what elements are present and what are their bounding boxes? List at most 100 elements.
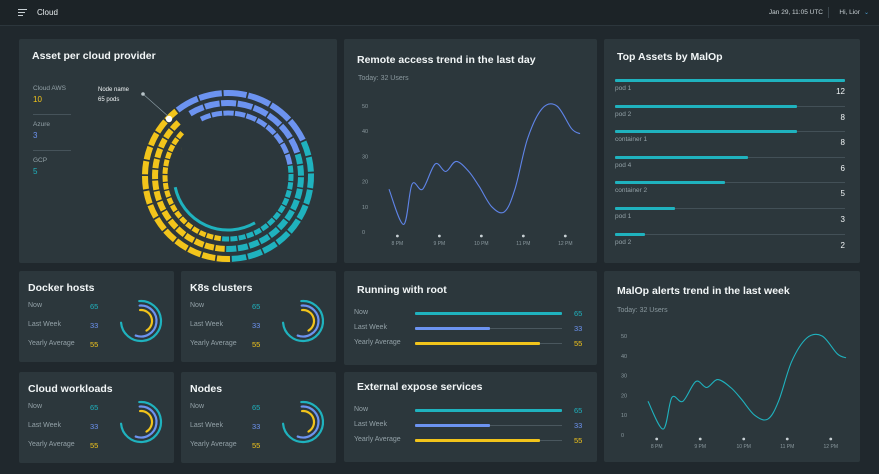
donut-segment-teal[interactable] [297,165,304,176]
donut-segment-teal[interactable] [281,197,290,207]
donut-segment-blue[interactable] [188,104,205,117]
donut-segment-yellow[interactable] [169,204,178,213]
donut-segment-blue[interactable] [211,110,223,118]
donut-segment-blue[interactable] [252,104,269,117]
donut-segment-teal[interactable] [305,156,314,172]
donut-hover-marker[interactable] [165,115,173,123]
donut-segment-yellow[interactable] [148,131,160,147]
donut-segment-teal[interactable] [277,204,286,214]
row-bar[interactable] [415,424,490,427]
donut-segment-blue[interactable] [256,117,268,128]
donut-segment-yellow[interactable] [154,217,167,232]
donut-segment-yellow[interactable] [143,190,153,205]
donut-segment-yellow[interactable] [167,218,179,230]
donut-segment-blue[interactable] [288,137,301,154]
donut-segment-yellow[interactable] [214,244,225,252]
donut-segment-yellow[interactable] [142,160,150,175]
donut-segment-teal[interactable] [238,234,247,241]
donut-segment-yellow[interactable] [174,238,189,251]
donut-segment-teal[interactable] [275,230,291,246]
asset-bar[interactable] [615,130,797,134]
donut-segment-teal[interactable] [287,165,294,173]
donut-segment-yellow[interactable] [141,175,149,190]
donut-segment-yellow[interactable] [205,232,214,240]
donut-segment-teal[interactable] [230,235,238,242]
donut-segment-blue[interactable] [223,90,248,99]
donut-segment-teal[interactable] [272,211,281,221]
donut-segment-yellow[interactable] [167,144,176,153]
donut-segment-yellow[interactable] [174,210,183,219]
donut-segment-yellow[interactable] [187,246,202,258]
donut-segment-yellow[interactable] [156,200,167,212]
asset-bar[interactable] [615,104,797,108]
row-bar[interactable] [415,327,490,330]
donut-segment-yellow[interactable] [191,226,200,234]
row-bar[interactable] [415,342,540,345]
donut-segment-blue[interactable] [269,102,292,122]
donut-segment-yellow[interactable] [193,238,205,248]
asset-bar[interactable] [615,79,845,82]
donut-segment-yellow[interactable] [198,230,207,238]
donut-segment-teal[interactable] [260,223,270,232]
donut-segment-teal[interactable] [261,241,278,254]
donut-segment-blue[interactable] [278,123,293,140]
row-bar[interactable] [415,439,540,442]
donut-segment-teal[interactable] [284,189,292,199]
donut-segment-yellow[interactable] [171,137,180,146]
donut-segment-teal[interactable] [287,218,301,234]
donut-segment-teal[interactable] [247,249,264,260]
donut-segment-yellow[interactable] [201,252,216,261]
donut-segment-yellow[interactable] [165,151,172,160]
donut-segment-blue[interactable] [287,118,306,142]
donut-segment-teal[interactable] [248,239,260,249]
donut-segment-yellow[interactable] [185,221,194,230]
donut-segment-teal[interactable] [300,140,312,157]
donut-segment-yellow[interactable] [163,128,174,140]
donut-segment-blue[interactable] [284,153,293,165]
donut-segment-teal[interactable] [245,231,255,239]
donut-segment-yellow[interactable] [162,182,169,190]
donut-segment-blue[interactable] [280,142,290,155]
donut-segment-yellow[interactable] [175,226,187,238]
donut-segment-yellow[interactable] [169,120,181,131]
donut-segment-yellow[interactable] [161,210,172,222]
donut-segment-yellow[interactable] [213,235,222,242]
donut-segment-yellow[interactable] [152,158,160,169]
menu-icon[interactable] [18,9,27,17]
donut-segment-teal[interactable] [290,199,300,211]
donut-segment-yellow[interactable] [152,180,160,191]
donut-segment-blue[interactable] [265,124,277,136]
donut-segment-teal[interactable] [237,243,249,252]
donut-segment-yellow[interactable] [164,190,171,198]
donut-segment-blue[interactable] [198,90,223,101]
user-menu[interactable]: Hi, Lior ⌄ [839,9,869,16]
donut-segment-blue[interactable] [245,113,258,122]
donut-segment-teal[interactable] [266,217,276,227]
donut-segment-teal[interactable] [307,173,315,189]
donut-segment-blue[interactable] [237,100,254,110]
donut-segment-teal[interactable] [294,188,303,200]
donut-segment-blue[interactable] [273,132,284,145]
donut-segment-blue[interactable] [247,92,272,107]
donut-segment-blue[interactable] [266,112,283,127]
donut-segment-teal[interactable] [268,226,281,239]
row-bar[interactable] [415,312,562,315]
donut-segment-yellow[interactable] [204,242,215,251]
donut-segment-yellow[interactable] [163,228,177,243]
donut-segment-yellow[interactable] [147,204,159,219]
donut-segment-yellow[interactable] [163,159,170,167]
donut-segment-blue[interactable] [175,95,199,113]
donut-segment-yellow[interactable] [154,147,164,159]
donut-segment-yellow[interactable] [162,167,169,175]
donut-segment-yellow[interactable] [166,197,174,206]
donut-segment-blue[interactable] [204,100,221,110]
donut-segment-teal[interactable] [253,227,262,236]
donut-segment-yellow[interactable] [216,255,231,263]
donut-segment-teal[interactable] [294,153,303,165]
donut-segment-yellow[interactable] [158,137,168,149]
trend-line[interactable] [647,333,847,430]
donut-segment-yellow[interactable] [153,190,162,202]
donut-segment-teal[interactable] [276,218,289,231]
donut-segment-yellow[interactable] [183,233,196,244]
asset-bar[interactable] [615,207,675,210]
